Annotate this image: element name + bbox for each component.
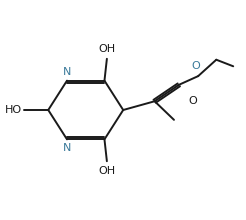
Text: HO: HO [4,105,22,115]
Text: OH: OH [98,166,115,176]
Text: N: N [63,143,71,153]
Text: O: O [191,61,200,71]
Text: OH: OH [98,44,115,54]
Text: O: O [188,96,197,106]
Text: N: N [63,67,71,77]
